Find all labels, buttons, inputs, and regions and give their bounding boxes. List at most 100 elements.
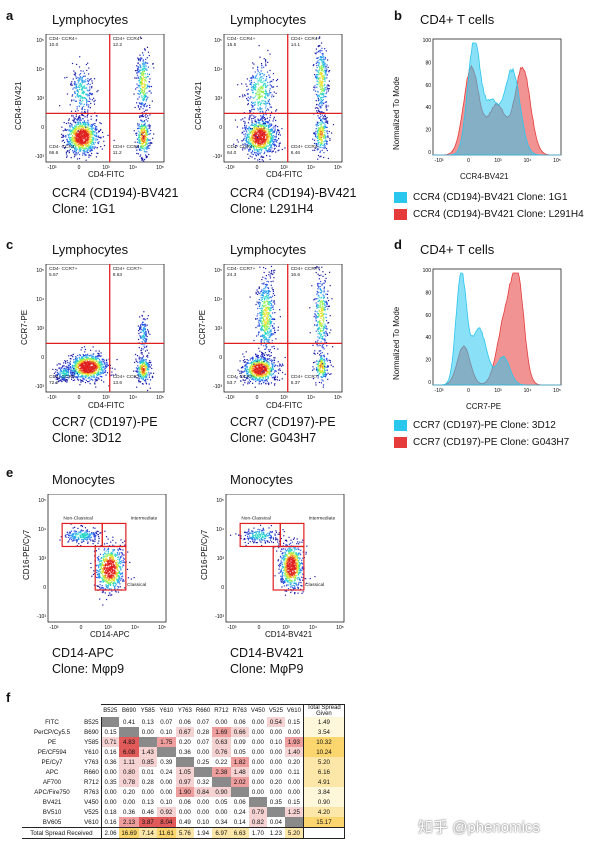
value-cell: 0.24	[160, 768, 173, 776]
value-cell: 0.00	[269, 758, 282, 766]
y-tick-label: 10⁵	[214, 38, 222, 44]
value-cell: 0.00	[269, 728, 282, 736]
quadrant-label: 14.1	[291, 42, 301, 48]
value-cell: 0.09	[233, 738, 246, 746]
fluor-cell: AF700	[42, 778, 62, 786]
fluor-cell: BV421	[42, 798, 62, 806]
value-cell: 0.18	[104, 808, 117, 816]
plot-e2-caption-line2: Clone: MφP9	[230, 662, 304, 676]
value-cell: 4.20	[302, 807, 345, 817]
y-tick-label: -10³	[213, 154, 222, 160]
total-cell: 16.69	[119, 827, 139, 839]
dotplot-e1: 10⁵ 10⁴ 10³ 0 -10³ -10³ 0 10³ 10⁴ 10⁵ Non-Classica…	[37, 494, 167, 631]
y-tick-label: 10³	[217, 556, 225, 562]
x-tick-label: -10³	[48, 395, 57, 401]
quadrant-label: 53.7	[227, 380, 237, 386]
dotplot-c1: 10⁵ 10⁴ 10³ 0 -10³ -10³ 0 10³ 10⁴ 10⁵ CD4- CCR7+5.…	[35, 264, 165, 401]
hist-b-xlabel: CCR4-BV421	[460, 172, 509, 181]
plot-e1-ylabel: CD16-PE/Cy7	[22, 529, 31, 580]
legend-swatch-cyan	[394, 420, 407, 431]
column-header: V450	[248, 704, 267, 717]
quadrant-label: 10.0	[49, 42, 59, 48]
dotplot-e2: 10⁵ 10⁴ 10³ 0 -10³ -10³ 0 10³ 10⁴ 10⁵ Non-Classica…	[215, 494, 345, 631]
detector-cell: R660	[82, 767, 102, 777]
value-cell: 1.48	[230, 767, 249, 777]
hist-d-plot: 100 80 60 40 20 0 -10³ 0 10³ 10⁴ 10⁵	[423, 268, 562, 394]
scatter-dots	[236, 265, 334, 388]
y-tick-label: 0	[219, 125, 222, 131]
table-row: BV510 V525 0.18 0.36 0.46 0.92 0.00 0.00 0.00 0.2…	[22, 807, 345, 817]
value-cell: 0.00	[197, 808, 210, 816]
plot-c2-ylabel: CCR7-PE	[198, 309, 207, 345]
panel-letter-c: c	[6, 237, 14, 252]
value-cell: 0.00	[251, 788, 264, 796]
fluor-cell: APC	[45, 768, 59, 776]
value-cell: 0.28	[141, 778, 154, 786]
y-tick-label: -10³	[35, 384, 44, 390]
detector-cell: B525	[82, 717, 102, 727]
y-tick-label: 0	[428, 380, 431, 386]
plot-a2-title: Lymphocytes	[230, 12, 307, 27]
legend-swatch-red	[394, 209, 407, 220]
value-cell: 0.07	[160, 718, 173, 726]
x-tick-label: 10³	[280, 395, 288, 401]
plot-e2-title: Monocytes	[230, 472, 293, 487]
column-header: Y763	[175, 704, 194, 717]
value-cell: 0.10	[160, 728, 173, 736]
x-tick-label: 10⁵	[158, 625, 166, 631]
value-cell: 3.87	[138, 817, 157, 828]
x-tick-label: 10⁵	[336, 625, 344, 631]
scatter-dots	[229, 524, 316, 596]
plot-c1-caption-line1: CCR7 (CD197)-PE	[52, 415, 158, 429]
plot-a1-xlabel: CD4-FITC	[88, 170, 125, 179]
x-tick-label: -10³	[435, 388, 444, 394]
value-cell: 0.01	[141, 768, 154, 776]
plot-a2-ylabel: CCR4-BV421	[194, 81, 203, 130]
x-tick-label: 0	[78, 395, 81, 401]
value-cell: 0.78	[119, 777, 139, 787]
value-cell: 0.06	[178, 798, 191, 806]
y-tick-label: 100	[423, 38, 432, 44]
quadrant-label: CD4- CCR7+	[227, 266, 256, 272]
value-cell: 0.00	[104, 798, 117, 806]
gate-rect	[272, 545, 305, 591]
value-cell: 0.82	[248, 817, 267, 828]
header-blank	[82, 705, 101, 718]
plot-c2-caption: CCR7 (CD197)-PE Clone: G043H7	[230, 414, 336, 446]
value-cell: 0.00	[141, 728, 154, 736]
x-tick-label: 0	[78, 165, 81, 171]
plot-c2-xlabel: CD4-FITC	[266, 401, 303, 410]
quadrant-label: 16.6	[291, 272, 301, 278]
x-tick-label: 0	[467, 388, 470, 394]
detector-cell: R712	[82, 777, 102, 787]
quadrant-label: CD4- CCR4+	[227, 36, 256, 42]
x-tick-label: 10³	[494, 388, 502, 394]
value-cell: 0.00	[269, 748, 282, 756]
plot-a1-caption-line1: CCR4 (CD194)-BV421	[52, 186, 179, 200]
value-cell: 0.09	[251, 768, 264, 776]
value-cell: 0.41	[123, 718, 136, 726]
column-header: Y585	[138, 704, 157, 717]
value-cell: 0.15	[104, 728, 117, 736]
plot-a1-caption: CCR4 (CD194)-BV421 Clone: 1G1	[52, 185, 178, 217]
value-cell: 0.35	[269, 798, 282, 806]
table-header-row: B525 B690 Y585 Y610 Y763 R660 R712 R763 V450 V525…	[22, 704, 345, 718]
x-tick-label: 10³	[102, 165, 110, 171]
value-cell: 0.20	[123, 788, 136, 796]
x-tick-label: 0	[258, 625, 261, 631]
scatter-dots	[59, 36, 155, 162]
value-cell: 0.97	[175, 777, 194, 787]
table-row: PerCP/Cy5.5 B690 0.15 0.00 0.10 0.67 0.28 1.69 0…	[22, 727, 345, 737]
quadrant-label: 15.5	[227, 42, 237, 48]
plot-a1-title: Lymphocytes	[52, 12, 129, 27]
plot-frame	[223, 34, 343, 163]
value-cell: 0.34	[215, 818, 228, 826]
value-cell: 0.16	[104, 818, 117, 826]
diagonal-cell	[175, 757, 194, 767]
total-cell: 1.23	[266, 827, 285, 839]
fluor-cell: PE/Cy7	[41, 758, 63, 766]
value-cell: 0.00	[251, 738, 264, 746]
hist-d-xlabel: CCR7-PE	[466, 402, 502, 411]
y-tick-label: 40	[425, 335, 431, 341]
quadrant-label: CD4+ CCR4+	[291, 36, 321, 42]
